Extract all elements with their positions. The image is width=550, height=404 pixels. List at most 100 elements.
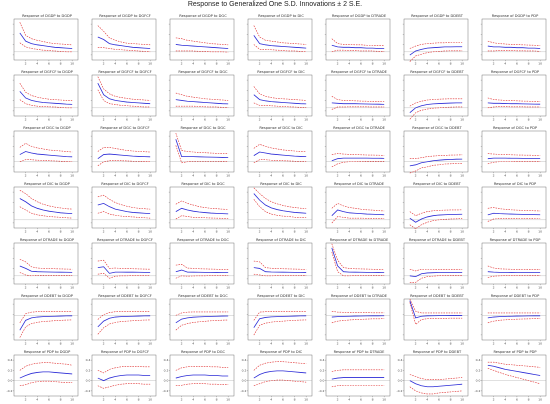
panel-title: Response of DGC to DGC xyxy=(180,126,226,130)
panel-frame xyxy=(481,18,547,61)
x-tick-label: 8 xyxy=(138,342,140,346)
lower-band-line xyxy=(97,319,151,335)
panel: Response of DGC to PDP 2 4 6 8 10 xyxy=(480,126,547,178)
panel-title: Response of DGFCF to DGFCF xyxy=(98,70,151,74)
x-tick-label: 4 xyxy=(426,62,428,66)
panel: Response of DTRADE to PDP 2 4 6 8 10 xyxy=(480,238,547,290)
response-line xyxy=(19,371,73,379)
panel: Response of DIC to DIC 2 4 6 8 10 xyxy=(246,182,313,234)
x-tick-label: 2 xyxy=(493,230,495,234)
x-tick-label: 6 xyxy=(360,62,362,66)
panel: Response of DGDP to DGC 2 4 6 8 10 xyxy=(168,14,235,66)
panel-frame xyxy=(13,186,79,229)
panel-frame xyxy=(403,298,469,341)
response-line xyxy=(331,157,385,162)
lower-band-line xyxy=(409,50,463,62)
response-line xyxy=(331,102,385,105)
x-tick-label: 4 xyxy=(348,230,350,234)
x-tick-label: 2 xyxy=(493,342,495,346)
lower-band-line xyxy=(409,218,463,230)
x-tick-label: 6 xyxy=(438,230,440,234)
panel-title: Response of PDP to DDEBT xyxy=(413,350,462,354)
x-tick-label: 4 xyxy=(270,62,272,66)
panel: Response of DTRADE to DIC 2 4 6 8 10 xyxy=(246,238,313,290)
lower-band-line xyxy=(487,275,541,278)
y-tick-label: 0.0 xyxy=(164,379,169,383)
x-tick-label: 10 xyxy=(304,398,308,402)
upper-band-line xyxy=(97,311,151,320)
x-tick-label: 10 xyxy=(148,342,152,346)
lower-band-line xyxy=(487,368,541,384)
lower-band-line xyxy=(331,384,385,388)
panel-title: Response of DGC to PDP xyxy=(493,126,538,130)
upper-band-line xyxy=(253,311,307,321)
x-tick-label: 2 xyxy=(415,62,417,66)
panel-title: Response of DGDP to DGC xyxy=(179,14,227,18)
panel-frame xyxy=(13,18,79,61)
upper-band-line xyxy=(97,76,151,101)
lower-band-line xyxy=(331,251,385,277)
response-line xyxy=(253,267,307,273)
lower-band-line xyxy=(253,199,307,219)
upper-band-line xyxy=(19,190,73,210)
y-tick-label: 0.0 xyxy=(86,379,91,383)
panel-frame xyxy=(325,242,391,285)
x-tick-label: 2 xyxy=(493,118,495,122)
panel-frame xyxy=(247,186,313,229)
upper-band-line xyxy=(409,98,463,107)
x-tick-label: 10 xyxy=(304,118,308,122)
panel-frame xyxy=(325,298,391,341)
x-tick-label: 4 xyxy=(504,62,506,66)
x-tick-label: 6 xyxy=(126,62,128,66)
panel-title: Response of DTRADE to DGDP xyxy=(20,238,75,242)
x-tick-label: 6 xyxy=(48,398,50,402)
panel-title: Response of DGDP to PDP xyxy=(492,14,539,18)
x-tick-label: 2 xyxy=(493,398,495,402)
x-tick-label: 8 xyxy=(60,230,62,234)
x-tick-label: 6 xyxy=(204,342,206,346)
x-tick-label: 6 xyxy=(282,286,284,290)
lower-band-line xyxy=(19,319,73,338)
x-tick-label: 4 xyxy=(426,174,428,178)
x-tick-label: 2 xyxy=(103,174,105,178)
response-line xyxy=(175,315,229,324)
panel-frame xyxy=(169,130,235,173)
lower-band-line xyxy=(97,89,151,108)
panel: Response of DDEBT to DIC 2 4 6 8 10 xyxy=(246,294,313,346)
x-tick-label: 2 xyxy=(337,62,339,66)
response-line xyxy=(487,364,541,376)
lower-band-line xyxy=(409,162,463,174)
x-tick-label: 8 xyxy=(294,118,296,122)
x-tick-label: 8 xyxy=(372,342,374,346)
panel-frame xyxy=(13,298,79,341)
response-line xyxy=(487,102,541,105)
x-tick-label: 10 xyxy=(460,62,464,66)
lower-band-line xyxy=(175,319,229,331)
page-title: Response to Generalized One S.D. Innovat… xyxy=(187,1,363,8)
x-tick-label: 10 xyxy=(460,286,464,290)
panel: Response of DGFCF to DGFCF 2 4 6 8 10 xyxy=(90,70,157,122)
panel-title: Response of DGC to DIC xyxy=(259,126,303,130)
response-line xyxy=(331,44,385,49)
panel-frame xyxy=(13,354,79,397)
panel: Response of PDP to PDP 2 4 6 8 10 0.4 0.2 0.0 -0.… xyxy=(475,350,547,402)
x-tick-label: 8 xyxy=(138,286,140,290)
x-tick-label: 2 xyxy=(181,174,183,178)
x-tick-label: 10 xyxy=(304,286,308,290)
x-tick-label: 2 xyxy=(25,118,27,122)
panel: Response of DGDP to DGFCF 2 4 6 8 10 xyxy=(90,14,157,66)
panel-title: Response of DTRADE to PDP xyxy=(490,238,542,242)
x-tick-label: 8 xyxy=(294,286,296,290)
x-tick-label: 6 xyxy=(516,62,518,66)
upper-band-line xyxy=(487,97,541,102)
panel: Response of DGFCF to DTRADE 2 4 6 8 10 xyxy=(324,70,391,122)
x-tick-label: 2 xyxy=(25,174,27,178)
x-tick-label: 6 xyxy=(516,398,518,402)
upper-band-line xyxy=(97,194,151,210)
response-line xyxy=(253,35,307,49)
x-tick-label: 8 xyxy=(294,342,296,346)
response-line xyxy=(175,99,229,105)
upper-band-line xyxy=(253,361,307,371)
x-tick-label: 10 xyxy=(70,342,74,346)
y-tick-label: 0.4 xyxy=(242,358,247,362)
